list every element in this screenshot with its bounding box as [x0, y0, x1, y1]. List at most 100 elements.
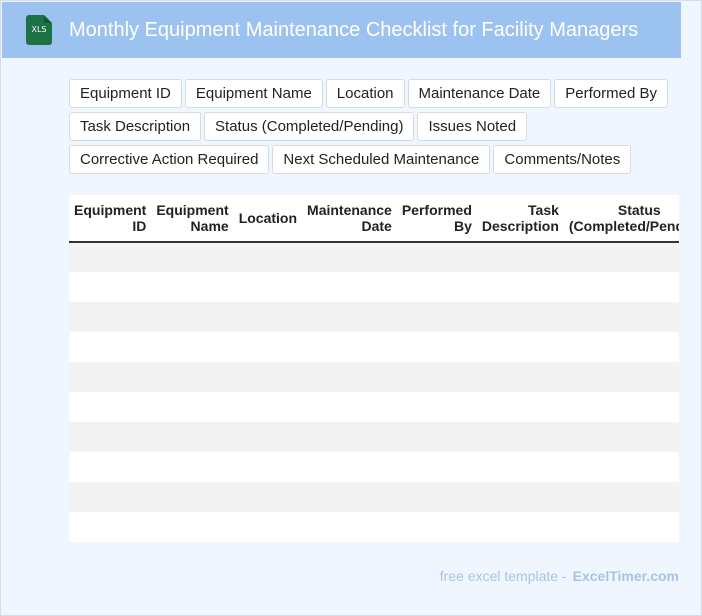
tag-issues-noted[interactable]: Issues Noted — [417, 112, 528, 141]
table-cell[interactable] — [151, 482, 234, 512]
table-cell[interactable] — [233, 422, 303, 452]
table-cell[interactable] — [302, 272, 397, 302]
table-cell[interactable] — [151, 362, 234, 392]
tag-location[interactable]: Location — [325, 79, 405, 108]
table-cell[interactable] — [69, 272, 152, 302]
table-cell[interactable] — [563, 272, 679, 302]
table-cell[interactable] — [476, 452, 564, 482]
table-cell[interactable] — [396, 242, 477, 272]
column-header-equipment-name: Equipment Name — [151, 195, 234, 243]
table-cell[interactable] — [396, 512, 477, 542]
table-cell[interactable] — [396, 422, 477, 452]
table-cell[interactable] — [396, 302, 477, 332]
table-cell[interactable] — [302, 512, 397, 542]
tag-corrective-action[interactable]: Corrective Action Required — [69, 145, 270, 174]
table-cell[interactable] — [233, 452, 303, 482]
table-cell[interactable] — [233, 242, 303, 272]
table-cell[interactable] — [563, 332, 679, 362]
xls-file-icon: XLS — [26, 15, 52, 45]
column-header-equipment-id: Equipment ID — [69, 195, 152, 243]
column-header-task-description: Task Description — [476, 195, 564, 243]
tag-performed-by[interactable]: Performed By — [554, 79, 668, 108]
table-cell[interactable] — [476, 422, 564, 452]
table-cell[interactable] — [69, 422, 152, 452]
table-cell[interactable] — [563, 392, 679, 422]
table-cell[interactable] — [476, 362, 564, 392]
table-cell[interactable] — [151, 392, 234, 422]
tag-task-description[interactable]: Task Description — [69, 112, 202, 141]
table-cell[interactable] — [233, 482, 303, 512]
table-row — [69, 272, 679, 302]
table-cell[interactable] — [233, 302, 303, 332]
table-cell[interactable] — [396, 332, 477, 362]
table-cell[interactable] — [302, 392, 397, 422]
table-row — [69, 362, 679, 392]
column-header-performed-by: Performed By — [396, 195, 477, 243]
table-cell[interactable] — [233, 362, 303, 392]
table-cell[interactable] — [151, 272, 234, 302]
table-cell[interactable] — [151, 302, 234, 332]
table-cell[interactable] — [396, 482, 477, 512]
table-cell[interactable] — [302, 422, 397, 452]
tag-next-scheduled-maintenance[interactable]: Next Scheduled Maintenance — [272, 145, 491, 174]
table-cell[interactable] — [233, 272, 303, 302]
table-cell[interactable] — [396, 392, 477, 422]
table-cell[interactable] — [563, 482, 679, 512]
page-title: Monthly Equipment Maintenance Checklist … — [69, 18, 639, 41]
table-cell[interactable] — [69, 452, 152, 482]
table-header-row: Equipment ID Equipment Name Location Mai… — [69, 195, 679, 243]
tag-equipment-id[interactable]: Equipment ID — [69, 79, 182, 108]
table-cell[interactable] — [69, 512, 152, 542]
table-cell[interactable] — [233, 512, 303, 542]
table-cell[interactable] — [151, 332, 234, 362]
table-cell[interactable] — [563, 452, 679, 482]
table-cell[interactable] — [476, 272, 564, 302]
table-row — [69, 422, 679, 452]
table-cell[interactable] — [302, 452, 397, 482]
table-cell[interactable] — [563, 242, 679, 272]
table-cell[interactable] — [233, 332, 303, 362]
table-cell[interactable] — [69, 242, 152, 272]
table-cell[interactable] — [151, 512, 234, 542]
table-cell[interactable] — [151, 242, 234, 272]
table-cell[interactable] — [396, 272, 477, 302]
table-cell[interactable] — [302, 332, 397, 362]
footer-brand-link[interactable]: ExcelTimer.com — [572, 568, 679, 584]
table-cell[interactable] — [302, 242, 397, 272]
table-cell[interactable] — [563, 302, 679, 332]
table-cell[interactable] — [302, 482, 397, 512]
tag-maintenance-date[interactable]: Maintenance Date — [407, 79, 552, 108]
checklist-table: Equipment ID Equipment Name Location Mai… — [69, 195, 679, 542]
table-cell[interactable] — [69, 332, 152, 362]
table-cell[interactable] — [563, 362, 679, 392]
table-body — [69, 242, 679, 542]
table-row — [69, 482, 679, 512]
checklist-table-container[interactable]: Equipment ID Equipment Name Location Mai… — [69, 195, 679, 542]
table-cell[interactable] — [476, 392, 564, 422]
table-cell[interactable] — [302, 362, 397, 392]
tag-equipment-name[interactable]: Equipment Name — [184, 79, 323, 108]
table-cell[interactable] — [476, 242, 564, 272]
table-cell[interactable] — [69, 302, 152, 332]
table-cell[interactable] — [151, 452, 234, 482]
table-cell[interactable] — [151, 422, 234, 452]
table-cell[interactable] — [476, 302, 564, 332]
tag-status[interactable]: Status (Completed/Pending) — [204, 112, 415, 141]
table-cell[interactable] — [563, 512, 679, 542]
tag-comments-notes[interactable]: Comments/Notes — [493, 145, 632, 174]
column-header-maintenance-date: Maintenance Date — [302, 195, 397, 243]
table-cell[interactable] — [69, 362, 152, 392]
table-cell[interactable] — [233, 392, 303, 422]
table-cell[interactable] — [563, 422, 679, 452]
table-cell[interactable] — [302, 302, 397, 332]
table-cell[interactable] — [396, 452, 477, 482]
table-cell[interactable] — [396, 362, 477, 392]
column-header-status: Status (Completed/Pending) — [563, 195, 679, 243]
footer-text: free excel template - — [439, 568, 567, 584]
table-cell[interactable] — [476, 512, 564, 542]
table-cell[interactable] — [476, 482, 564, 512]
table-cell[interactable] — [69, 392, 152, 422]
table-cell[interactable] — [476, 332, 564, 362]
header-bar: XLS Monthly Equipment Maintenance Checkl… — [2, 2, 681, 58]
table-cell[interactable] — [69, 482, 152, 512]
